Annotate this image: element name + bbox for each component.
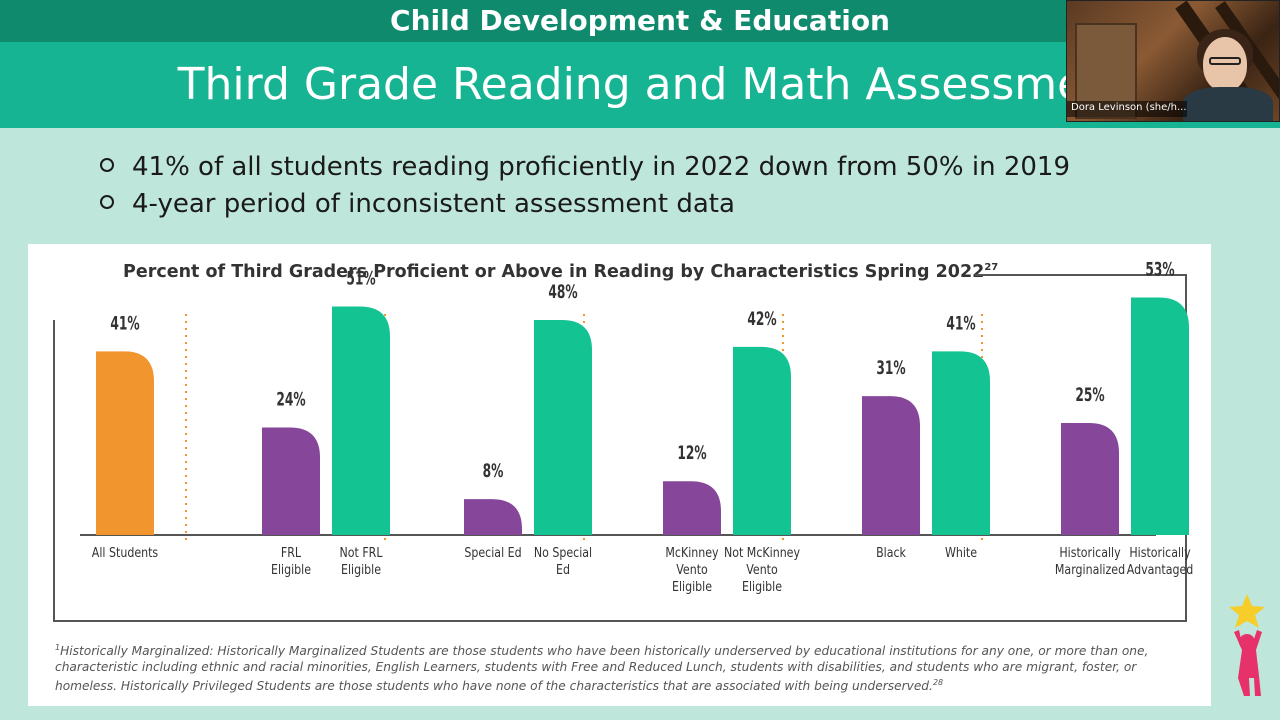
category-label: Eligible: [672, 579, 712, 594]
person-body: [1183, 87, 1273, 121]
bar-special-ed: [464, 499, 522, 535]
category-label: Marginalized: [1055, 562, 1125, 577]
category-label: Not McKinney: [724, 545, 800, 560]
bar-value-label: 41%: [946, 312, 975, 334]
category-label: Black: [876, 545, 906, 560]
category-label: Not FRL: [339, 545, 382, 560]
bar-no-special-ed: [534, 319, 592, 535]
star-child-logo-icon: [1229, 594, 1265, 696]
slide-title: Third Grade Reading and Math Assessmer: [177, 59, 1103, 110]
footnote-end-ref: 28: [932, 678, 944, 688]
category-label: White: [945, 545, 977, 560]
bar-value-label: 8%: [483, 460, 504, 482]
glasses-icon: [1209, 57, 1241, 65]
bar-not-frl-eligible: [332, 306, 390, 535]
bar-mckinney-vento-eligible: [663, 481, 721, 535]
bar-value-label: 51%: [346, 267, 375, 289]
category-label: FRL: [281, 545, 301, 560]
bar-value-label: 24%: [276, 388, 305, 410]
category-label: Eligible: [341, 562, 381, 577]
frame-left-line: [53, 320, 55, 622]
frame-top-line: [975, 274, 1187, 276]
participant-name: Dora Levinson (she/h...: [1071, 102, 1187, 113]
bar-value-label: 12%: [677, 442, 706, 464]
bullet-item: 41% of all students reading proficiently…: [100, 152, 1070, 182]
category-label: Historically: [1129, 545, 1190, 560]
bar-historically-marginalized: [1061, 423, 1119, 535]
hollow-bullet-icon: [100, 158, 114, 172]
category-label: Vento: [746, 562, 778, 577]
chart-title-text: Percent of Third Graders Proficient or A…: [123, 262, 985, 282]
category-label: Vento: [676, 562, 708, 577]
category-label: No Special: [534, 545, 592, 560]
bar-white: [932, 351, 990, 535]
bullet-text: 4-year period of inconsistent assessment…: [132, 189, 735, 219]
hollow-bullet-icon: [100, 195, 114, 209]
bar-value-label: 48%: [548, 281, 577, 303]
chart-title-ref: 27: [984, 262, 999, 274]
footnote-text: Historically Marginalized: Historically …: [55, 644, 1149, 694]
frame-bottom-line: [53, 620, 1187, 622]
bar-value-label: 41%: [110, 312, 139, 334]
category-label: Special Ed: [464, 545, 521, 560]
bar-value-label: 42%: [747, 308, 776, 330]
category-label: Ed: [556, 562, 570, 577]
footnote: 1Historically Marginalized: Historically…: [55, 640, 1195, 694]
category-label: McKinney: [665, 545, 718, 560]
bar-value-label: 53%: [1145, 258, 1174, 280]
participant-video[interactable]: Dora Levinson (she/h...: [1066, 0, 1280, 122]
bar-historically-advantaged: [1131, 297, 1189, 535]
bullet-text: 41% of all students reading proficiently…: [132, 152, 1070, 182]
bar-not-mckinney-vento-eligible: [733, 346, 791, 535]
category-label: Historically: [1059, 545, 1120, 560]
category-title: Child Development & Education: [390, 4, 890, 37]
bar-value-label: 25%: [1075, 384, 1104, 406]
bar-all-students: [96, 351, 154, 535]
bar-chart: 41% All Students 24% FRL Eligible 51% Not FRL E…: [80, 258, 1194, 594]
category-label: Advantaged: [1127, 562, 1194, 577]
chart-title: Percent of Third Graders Proficient or A…: [123, 262, 998, 282]
footnote-ref: 1: [55, 643, 61, 652]
category-label: All Students: [92, 545, 158, 560]
name-caption-bg: [1067, 101, 1187, 117]
category-label: Eligible: [271, 562, 311, 577]
chart-panel: Percent of Third Graders Proficient or A…: [28, 244, 1211, 706]
bullet-item: 4-year period of inconsistent assessment…: [100, 189, 735, 219]
bar-value-label: 31%: [876, 357, 905, 379]
bar-frl-eligible: [262, 427, 320, 535]
category-label: Eligible: [742, 579, 782, 594]
bar-black: [862, 396, 920, 535]
